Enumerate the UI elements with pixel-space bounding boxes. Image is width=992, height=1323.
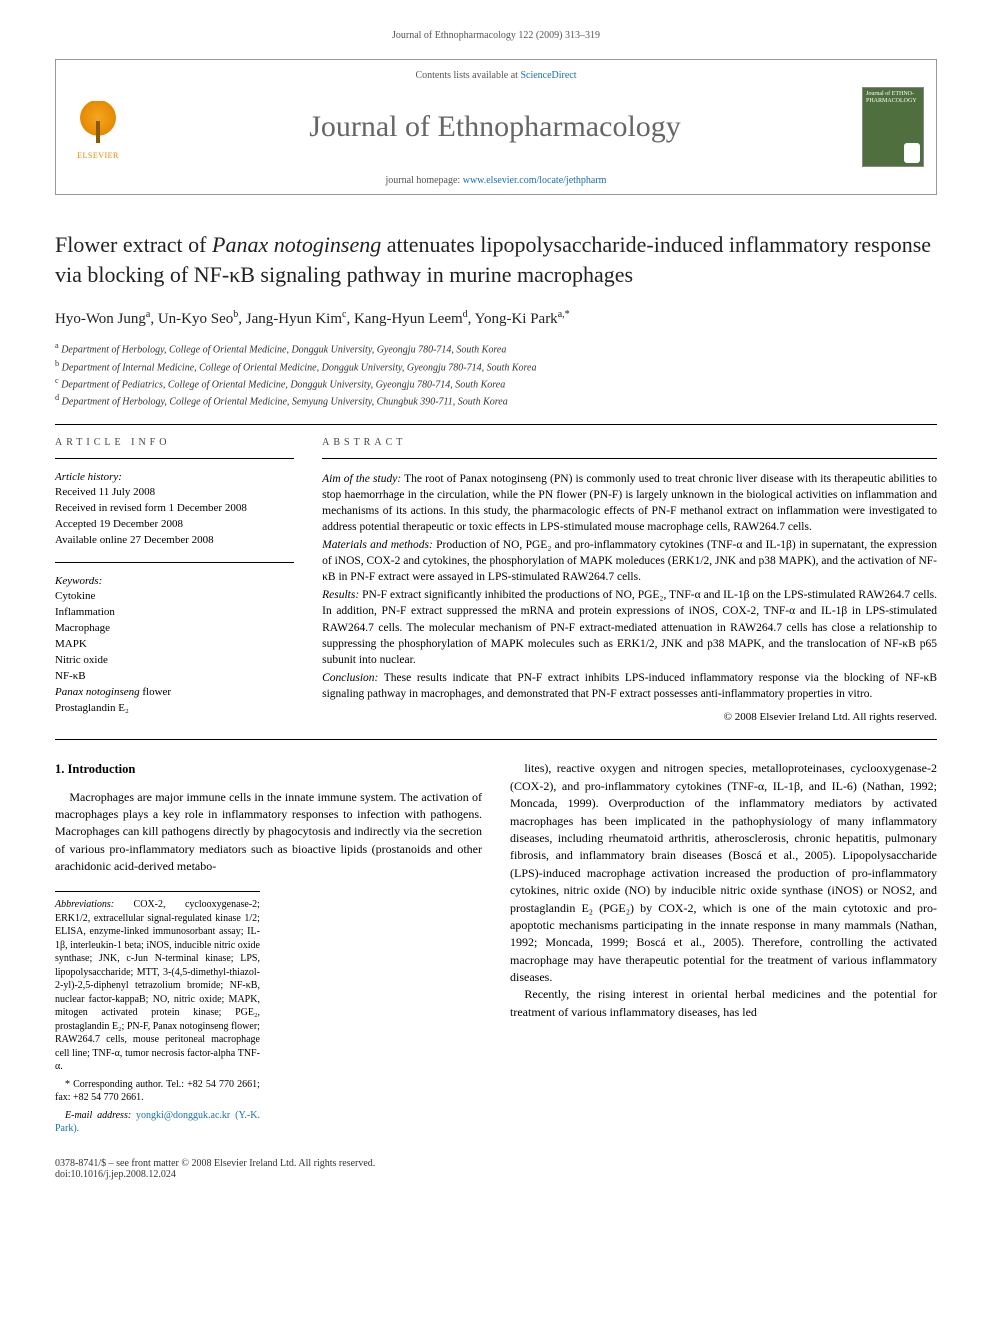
keywords-list: CytokineInflammationMacrophageMAPKNitric… — [55, 589, 294, 717]
copyright-line: © 2008 Elsevier Ireland Ltd. All rights … — [322, 710, 937, 725]
rule-bottom — [55, 739, 937, 740]
title-pre: Flower extract of — [55, 232, 212, 257]
abstract-column: abstract Aim of the study: The root of P… — [322, 437, 937, 726]
elsevier-tree-icon — [74, 101, 122, 149]
keyword: Panax notoginseng flower — [55, 685, 294, 701]
elsevier-logo: ELSEVIER — [68, 95, 128, 160]
affiliation-line: c Department of Pediatrics, College of O… — [55, 375, 937, 392]
intro-para-1-cont: lites), reactive oxygen and nitrogen spe… — [510, 760, 937, 986]
homepage-line: journal homepage: www.elsevier.com/locat… — [68, 175, 924, 186]
conclusion-label: Conclusion: — [322, 672, 378, 684]
title-species: Panax notoginseng — [212, 232, 381, 257]
cover-icon — [904, 143, 920, 163]
affiliation-line: d Department of Herbology, College of Or… — [55, 392, 937, 409]
body-columns: 1. Introduction Macrophages are major im… — [55, 760, 937, 1140]
article-title: Flower extract of Panax notoginseng atte… — [55, 230, 937, 289]
keyword: Cytokine — [55, 589, 294, 605]
journal-masthead: Contents lists available at ScienceDirec… — [55, 59, 937, 195]
conclusion-text: These results indicate that PN-F extract… — [322, 672, 937, 700]
rule-top — [55, 424, 937, 425]
corr-author: * Corresponding author. Tel.: +82 54 770… — [55, 1078, 260, 1105]
article-info-heading: article info — [55, 437, 294, 448]
article-info-column: article info Article history: Received 1… — [55, 437, 294, 726]
section-1-heading: 1. Introduction — [55, 760, 482, 778]
rule-info — [55, 458, 294, 459]
results-text: PN-F extract significantly inhibited the… — [322, 589, 937, 665]
aim-label: Aim of the study: — [322, 473, 401, 485]
results-label: Results: — [322, 589, 359, 601]
abstract-heading: abstract — [322, 437, 937, 448]
body-col-right: lites), reactive oxygen and nitrogen spe… — [510, 760, 937, 1140]
email-label: E-mail address: — [65, 1110, 131, 1121]
page-footer: 0378-8741/$ – see front matter © 2008 El… — [55, 1158, 937, 1180]
rule-abstract — [322, 458, 937, 459]
body-col-left: 1. Introduction Macrophages are major im… — [55, 760, 482, 1140]
history-line: Received in revised form 1 December 2008 — [55, 501, 294, 517]
intro-para-1: Macrophages are major immune cells in th… — [55, 789, 482, 876]
doi-line: doi:10.1016/j.jep.2008.12.024 — [55, 1169, 375, 1180]
running-header: Journal of Ethnopharmacology 122 (2009) … — [55, 30, 937, 41]
aim-text: The root of Panax notoginseng (PN) is co… — [322, 473, 937, 533]
affiliation-line: b Department of Internal Medicine, Colle… — [55, 358, 937, 375]
affiliations: a Department of Herbology, College of Or… — [55, 340, 937, 409]
history-line: Received 11 July 2008 — [55, 485, 294, 501]
homepage-prefix: journal homepage: — [386, 175, 463, 186]
front-matter-line: 0378-8741/$ – see front matter © 2008 El… — [55, 1158, 375, 1169]
affiliation-line: a Department of Herbology, College of Or… — [55, 340, 937, 357]
rule-keywords — [55, 562, 294, 563]
history-line: Accepted 19 December 2008 — [55, 517, 294, 533]
mm-label: Materials and methods: — [322, 539, 433, 551]
footer-left: 0378-8741/$ – see front matter © 2008 El… — [55, 1158, 375, 1180]
keyword: Inflammation — [55, 605, 294, 621]
cover-text: Journal of ETHNO-PHARMACOLOGY — [866, 91, 920, 105]
keywords-label: Keywords: — [55, 575, 294, 587]
keyword: NF-κB — [55, 669, 294, 685]
history-label: Article history: — [55, 471, 294, 483]
abstract-body: Aim of the study: The root of Panax noto… — [322, 471, 937, 726]
intro-para-2: Recently, the rising interest in orienta… — [510, 986, 937, 1021]
keyword: Nitric oxide — [55, 653, 294, 669]
history-line: Available online 27 December 2008 — [55, 533, 294, 549]
contents-line: Contents lists available at ScienceDirec… — [68, 70, 924, 81]
elsevier-label: ELSEVIER — [77, 151, 119, 160]
keyword: Prostaglandin E₂ — [55, 701, 294, 717]
author-list: Hyo-Won Junga, Un-Kyo Seob, Jang-Hyun Ki… — [55, 309, 937, 328]
abbrev-text: COX-2, cyclooxygenase-2; ERK1/2, extrace… — [55, 899, 260, 1072]
history-lines: Received 11 July 2008Received in revised… — [55, 485, 294, 549]
journal-cover-thumb: Journal of ETHNO-PHARMACOLOGY — [862, 87, 924, 167]
journal-title: Journal of Ethnopharmacology — [128, 110, 862, 144]
sciencedirect-link[interactable]: ScienceDirect — [520, 70, 576, 81]
homepage-link[interactable]: www.elsevier.com/locate/jethpharm — [463, 175, 607, 186]
keyword: Macrophage — [55, 621, 294, 637]
keyword: MAPK — [55, 637, 294, 653]
abbrev-label: Abbreviations: — [55, 899, 114, 910]
footnotes: Abbreviations: COX-2, cyclooxygenase-2; … — [55, 891, 260, 1136]
contents-prefix: Contents lists available at — [415, 70, 520, 81]
